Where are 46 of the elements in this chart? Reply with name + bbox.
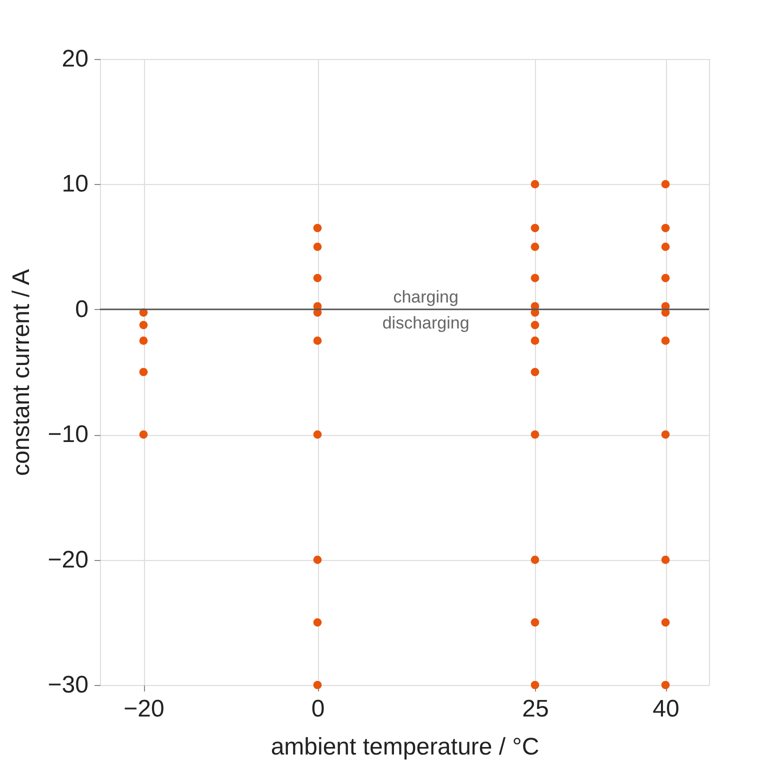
point <box>530 242 540 251</box>
point <box>313 242 322 251</box>
point <box>661 680 670 690</box>
y-tick-label: −10 <box>48 421 88 448</box>
point <box>139 430 148 439</box>
annotation: discharging <box>382 313 470 332</box>
point <box>139 320 148 330</box>
point <box>313 556 322 564</box>
point <box>530 320 540 330</box>
point <box>661 618 670 627</box>
point <box>661 556 670 564</box>
point <box>530 680 540 690</box>
point <box>530 274 540 282</box>
point <box>661 224 670 232</box>
y-tick-label: −20 <box>48 546 88 574</box>
x-axis-title: ambient temperature / °C <box>270 734 540 760</box>
x-tick-label: 25 <box>522 696 549 722</box>
x-tick-label: 0 <box>311 696 325 722</box>
point <box>313 618 322 627</box>
point <box>530 180 540 188</box>
point <box>139 368 148 376</box>
point <box>530 224 540 232</box>
point <box>313 336 322 345</box>
y-axis-title: constant current / A <box>8 269 35 476</box>
annotation: charging <box>393 287 458 306</box>
point <box>530 368 540 376</box>
point <box>661 242 670 251</box>
x-tick-label: 40 <box>652 696 680 722</box>
point <box>313 274 322 282</box>
point <box>661 430 670 439</box>
point <box>530 430 540 439</box>
point <box>530 618 540 627</box>
y-tick-label: 0 <box>75 296 88 323</box>
point <box>313 430 322 439</box>
point <box>139 336 148 345</box>
y-tick-label: −30 <box>48 672 88 698</box>
y-tick-label: 10 <box>62 170 88 198</box>
point <box>661 180 670 188</box>
point <box>530 336 540 345</box>
point <box>313 680 322 690</box>
point <box>661 274 670 282</box>
point <box>313 224 322 232</box>
x-tick-label: −20 <box>124 696 164 722</box>
point <box>530 556 540 564</box>
y-tick-label: 20 <box>62 46 88 72</box>
point <box>661 336 670 345</box>
